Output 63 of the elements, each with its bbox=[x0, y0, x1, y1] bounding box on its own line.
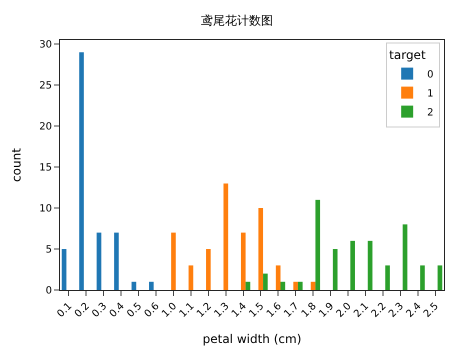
bar bbox=[280, 282, 286, 290]
y-tick-label: 20 bbox=[39, 122, 52, 133]
x-tick-label: 2.4 bbox=[404, 300, 424, 320]
x-tick-label: 1.3 bbox=[212, 300, 232, 320]
bar bbox=[438, 265, 442, 290]
y-tick-label: 5 bbox=[46, 244, 52, 256]
x-tick-label: 2.3 bbox=[386, 300, 406, 320]
y-tick-label: 15 bbox=[39, 162, 52, 174]
bar bbox=[298, 282, 303, 290]
legend-title: target bbox=[389, 48, 426, 62]
x-axis-title: petal width (cm) bbox=[202, 332, 302, 346]
bar bbox=[332, 249, 338, 290]
bar bbox=[62, 249, 66, 290]
y-tick-label: 0 bbox=[46, 286, 52, 296]
bar bbox=[206, 249, 211, 290]
x-tick-label: 0.3 bbox=[90, 300, 110, 320]
x-tick-label: 1.6 bbox=[264, 300, 284, 320]
bar bbox=[96, 232, 102, 290]
bar bbox=[79, 52, 84, 290]
legend-label: 1 bbox=[427, 88, 434, 100]
x-tick-label: 0.1 bbox=[55, 300, 74, 320]
bar bbox=[420, 265, 425, 290]
x-tick-label: 0.4 bbox=[108, 300, 127, 320]
bar bbox=[402, 224, 408, 290]
x-tick-label: 2.2 bbox=[370, 300, 389, 320]
x-tick-label: 1.8 bbox=[300, 300, 319, 320]
y-axis-title: count bbox=[10, 148, 24, 182]
x-tick-label: 1.7 bbox=[282, 300, 302, 320]
legend-label: 0 bbox=[427, 70, 434, 80]
x-tick-label: 2.0 bbox=[334, 300, 354, 320]
x-tick-label: 0.6 bbox=[142, 300, 162, 320]
x-tick-label: 1.9 bbox=[317, 300, 336, 320]
bar bbox=[223, 183, 228, 290]
x-tick-label: 1.5 bbox=[247, 300, 266, 320]
bar bbox=[258, 208, 264, 290]
chart-title: 鸢尾花计数图 bbox=[201, 13, 273, 28]
bar bbox=[246, 282, 250, 290]
legend-label: 2 bbox=[427, 108, 434, 118]
x-tick-label: 2.1 bbox=[352, 300, 372, 320]
x-tick-label: 0.5 bbox=[125, 300, 144, 320]
x-tick-label: 1.2 bbox=[194, 300, 214, 320]
x-tick-label: 0.2 bbox=[72, 300, 92, 320]
bar bbox=[368, 240, 372, 290]
bar bbox=[293, 282, 298, 290]
bar bbox=[350, 240, 355, 290]
bar bbox=[171, 232, 176, 290]
bar bbox=[385, 265, 390, 290]
bar bbox=[132, 282, 136, 290]
bar bbox=[114, 232, 119, 290]
bar bbox=[310, 282, 316, 290]
y-tick-label: 10 bbox=[39, 204, 52, 215]
bar bbox=[276, 265, 281, 290]
bar bbox=[263, 274, 268, 290]
bar bbox=[149, 282, 154, 290]
bar bbox=[240, 232, 246, 290]
x-tick-label: 1.1 bbox=[178, 300, 197, 320]
x-tick-label: 2.5 bbox=[422, 300, 441, 320]
x-tick-label: 1.4 bbox=[230, 300, 249, 320]
y-tick-label: 25 bbox=[39, 80, 52, 92]
y-tick-label: 30 bbox=[39, 40, 52, 51]
bar bbox=[188, 265, 194, 290]
bar bbox=[315, 200, 320, 290]
x-tick-label: 1.0 bbox=[160, 300, 180, 320]
